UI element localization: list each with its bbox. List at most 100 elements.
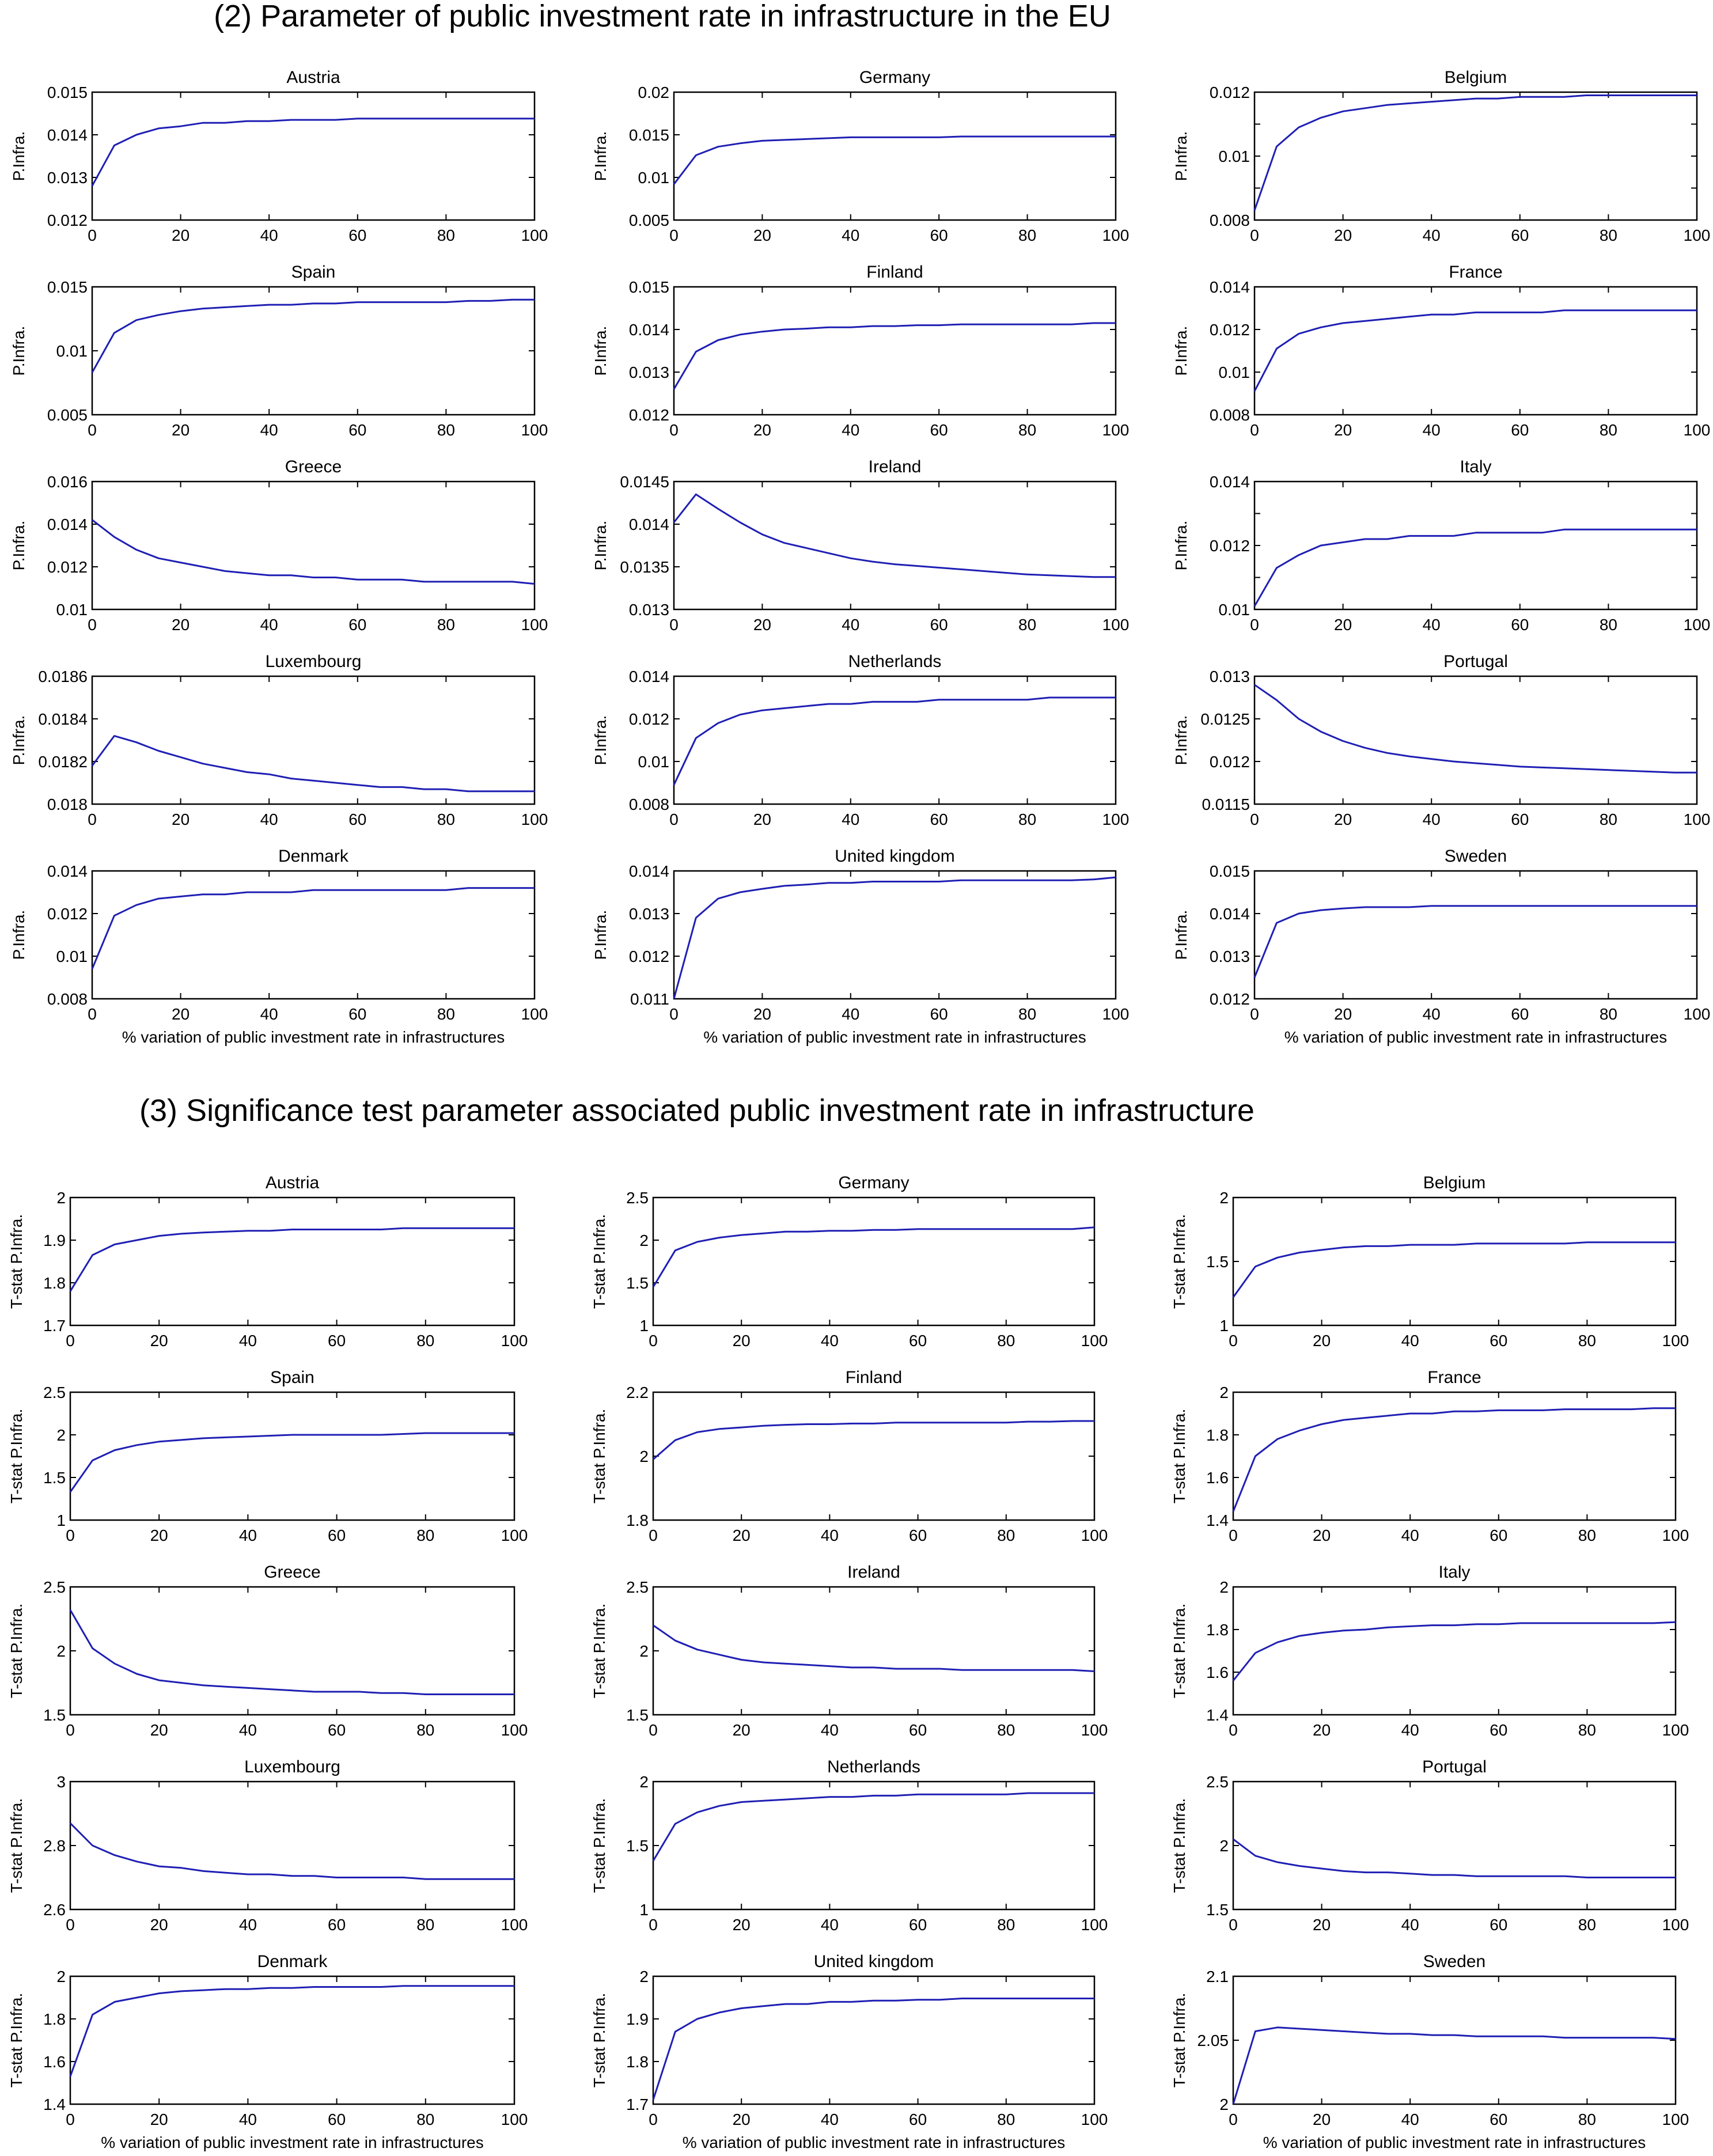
param-greece-plot-frame (91, 480, 536, 611)
tstat-ireland-xtick-label: 40 (821, 1721, 839, 1739)
param-united-kingdom-ytick-label: 0.014 (629, 862, 669, 880)
param-austria-series-line (91, 118, 535, 187)
param-denmark-panel: Denmark 0.008 0.01 0.012 0.014 0 20 40 60 80 100 P.… (10, 847, 548, 1046)
param-portugal-ytick-label: 0.0115 (1202, 795, 1250, 813)
tstat-greece-title: Greece (264, 1563, 320, 1582)
param-italy-xtick-label: 20 (1334, 616, 1352, 634)
param-finland-xtick-label: 0 (669, 421, 679, 439)
tstat-portugal-panel: Portugal 1.5 2 2.5 0 20 40 60 80 100 T-stat P.Infr… (1170, 1757, 1689, 1934)
tstat-netherlands-ytick-label: 1.5 (626, 1837, 649, 1855)
param-sweden-plot-frame (1253, 870, 1698, 1000)
tstat-finland-xtick-label: 80 (997, 1526, 1015, 1544)
tstat-italy-xtick-label: 20 (1313, 1721, 1331, 1739)
param-luxembourg-ylabel: P.Infra. (10, 715, 28, 766)
tstat-finland-title: Finland (846, 1368, 902, 1387)
param-greece-panel: Greece 0.01 0.012 0.014 0.016 0 20 40 60 80 100 P.I… (10, 457, 548, 634)
param-finland-ytick-label: 0.012 (629, 406, 669, 424)
param-united-kingdom-series-line (673, 876, 1116, 999)
tstat-ireland-ytick-label: 2.5 (626, 1578, 649, 1596)
param-germany-ylabel: P.Infra. (592, 131, 609, 181)
tstat-belgium-xtick-label: 60 (1490, 1332, 1507, 1350)
param-denmark-ylabel: P.Infra. (10, 910, 28, 960)
tstat-france-ytick-label: 1.4 (1206, 1511, 1229, 1529)
tstat-netherlands-ytick-label: 1 (639, 1901, 649, 1919)
tstat-austria-xtick-label: 80 (416, 1332, 434, 1350)
tstat-portugal-series-line (1233, 1838, 1676, 1878)
param-finland-xtick-label: 20 (753, 421, 771, 439)
param-france-xtick-label: 60 (1511, 421, 1529, 439)
tstat-sweden-xtick-label: 100 (1662, 2110, 1689, 2128)
param-denmark-series-line (91, 887, 535, 969)
param-greece-xtick-label: 20 (172, 616, 190, 634)
section-title-parameter: (2) Parameter of public investment rate … (214, 0, 1111, 33)
param-ireland-xtick-label: 40 (842, 616, 859, 634)
tstat-sweden-xlabel: % variation of public investment rate in… (1263, 2134, 1646, 2151)
tstat-united-kingdom-plot-frame (652, 1975, 1096, 2105)
tstat-austria-ylabel: T-stat P.Infra. (7, 1214, 25, 1309)
param-netherlands-xtick-label: 80 (1018, 810, 1036, 828)
param-ireland-xtick-label: 80 (1018, 616, 1036, 634)
tstat-sweden-series-line (1232, 2026, 1676, 2105)
tstat-spain-ytick-label: 2 (56, 1426, 66, 1444)
tstat-belgium-ytick-label: 1.5 (1206, 1253, 1229, 1271)
tstat-austria-xtick-label: 40 (239, 1332, 257, 1350)
tstat-netherlands-xtick-label: 100 (1081, 1916, 1108, 1934)
tstat-portugal-xtick-label: 60 (1490, 1916, 1507, 1934)
param-netherlands-series-line (673, 696, 1116, 786)
param-france-xtick-label: 100 (1684, 421, 1711, 439)
tstat-germany-ytick-label: 1.5 (626, 1274, 649, 1292)
tstat-luxembourg-xtick-label: 80 (416, 1916, 434, 1934)
tstat-luxembourg-plot-frame (69, 1780, 516, 1911)
param-belgium-xtick-label: 0 (1250, 226, 1259, 244)
tstat-greece-plot-frame (69, 1586, 516, 1716)
param-spain-ylabel: P.Infra. (10, 326, 28, 376)
tstat-denmark-ylabel: T-stat P.Infra. (7, 1993, 25, 2087)
tstat-denmark-series-line (69, 1985, 514, 2077)
param-italy-title: Italy (1460, 457, 1491, 476)
tstat-germany-ytick-label: 2.5 (626, 1189, 649, 1207)
param-sweden-ytick-label: 0.012 (1210, 990, 1250, 1008)
param-netherlands-ytick-label: 0.01 (638, 753, 670, 771)
param-luxembourg-panel: Luxembourg 0.018 0.0182 0.0184 0.0186 0 20 40 60… (10, 652, 548, 828)
param-belgium-plot-frame (1253, 91, 1698, 221)
tstat-germany-xtick-label: 40 (821, 1332, 839, 1350)
tstat-portugal-plot-frame (1232, 1780, 1677, 1911)
param-ireland-series-line (673, 493, 1116, 578)
param-ireland-ytick-label: 0.013 (629, 601, 669, 619)
param-greece-ylabel: P.Infra. (10, 521, 28, 571)
param-finland-xtick-label: 80 (1018, 421, 1036, 439)
param-italy-xtick-label: 60 (1511, 616, 1529, 634)
tstat-luxembourg-xtick-label: 0 (66, 1916, 75, 1934)
param-italy-xtick-label: 40 (1423, 616, 1441, 634)
param-denmark-xtick-label: 20 (172, 1005, 190, 1023)
param-france-panel: France 0.008 0.01 0.012 0.014 0 20 40 60 80 100 P.I… (1172, 263, 1710, 439)
param-belgium-ytick-label: 0.012 (1210, 84, 1250, 101)
param-spain-xtick-label: 60 (348, 421, 366, 439)
param-netherlands-ylabel: P.Infra. (592, 715, 609, 766)
tstat-austria-ytick-label: 1.8 (43, 1274, 66, 1292)
tstat-france-title: France (1427, 1368, 1481, 1387)
param-united-kingdom-ytick-label: 0.011 (630, 990, 669, 1008)
param-finland-xtick-label: 40 (842, 421, 859, 439)
param-united-kingdom-ytick-label: 0.012 (629, 948, 669, 965)
tstat-netherlands-plot-frame (652, 1780, 1096, 1911)
tstat-italy-title: Italy (1438, 1563, 1470, 1582)
tstat-spain-xtick-label: 100 (501, 1526, 528, 1544)
tstat-france-xtick-label: 20 (1313, 1526, 1331, 1544)
param-netherlands-ytick-label: 0.014 (629, 668, 669, 685)
tstat-spain-ytick-label: 2.5 (43, 1384, 66, 1401)
tstat-austria-ytick-label: 2 (56, 1189, 66, 1207)
tstat-italy-xtick-label: 0 (1229, 1721, 1238, 1739)
tstat-ireland-series-line (653, 1624, 1095, 1672)
tstat-luxembourg-ytick-label: 3 (56, 1773, 66, 1791)
tstat-portugal-xtick-label: 40 (1401, 1916, 1419, 1934)
tstat-spain-title: Spain (270, 1368, 314, 1387)
param-austria-xtick-label: 40 (260, 226, 278, 244)
param-luxembourg-ytick-label: 0.0186 (38, 668, 88, 685)
tstat-spain-xtick-label: 60 (328, 1526, 346, 1544)
tstat-austria-xtick-label: 20 (150, 1332, 168, 1350)
param-austria-ytick-label: 0.015 (47, 84, 88, 101)
param-greece-ytick-label: 0.01 (56, 601, 88, 619)
